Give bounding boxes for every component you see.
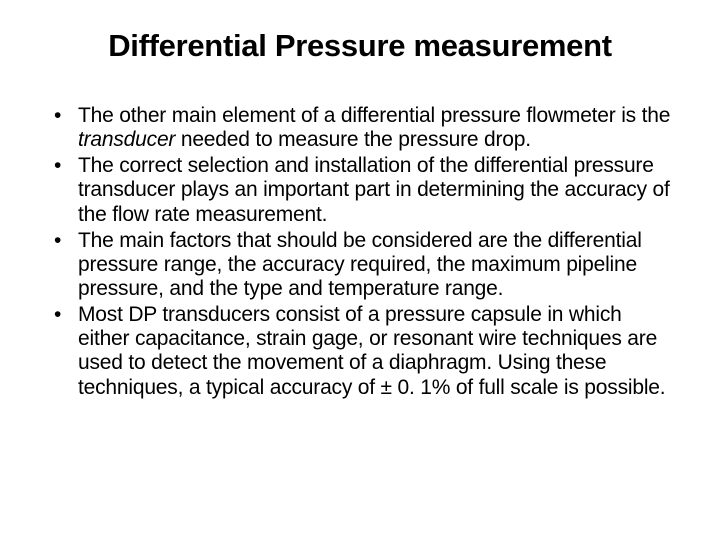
bullet-text-post: needed to measure the pressure drop. [175,128,531,151]
bullet-text: The correct selection and installation o… [78,154,670,225]
bullet-text: Most DP transducers consist of a pressur… [78,303,665,398]
bullet-item: The main factors that should be consider… [54,229,678,301]
slide-container: Differential Pressure measurement The ot… [0,0,720,540]
bullet-item: The other main element of a differential… [54,104,678,152]
bullet-text: The main factors that should be consider… [78,229,642,300]
slide-title: Differential Pressure measurement [42,28,678,64]
bullet-text-italic: transducer [78,128,175,151]
bullet-text-pre: The other main element of a differential… [78,104,670,127]
bullet-item: Most DP transducers consist of a pressur… [54,303,678,400]
bullet-list: The other main element of a differential… [42,104,678,400]
bullet-item: The correct selection and installation o… [54,154,678,226]
